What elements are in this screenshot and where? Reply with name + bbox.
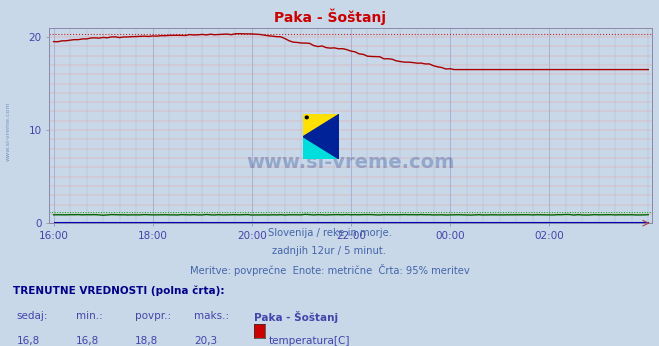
Text: Paka - Šoštanj: Paka - Šoštanj [273,9,386,25]
Text: www.si-vreme.com: www.si-vreme.com [5,102,11,161]
Text: 20,3: 20,3 [194,336,217,346]
Circle shape [305,116,308,119]
Text: Paka - Šoštanj: Paka - Šoštanj [254,311,338,324]
Polygon shape [303,137,339,159]
Text: temperatura[C]: temperatura[C] [268,336,350,346]
Text: sedaj:: sedaj: [16,311,48,321]
Polygon shape [303,114,339,137]
Text: 18,8: 18,8 [135,336,158,346]
Text: 16,8: 16,8 [76,336,99,346]
Text: min.:: min.: [76,311,103,321]
Text: TRENUTNE VREDNOSTI (polna črta):: TRENUTNE VREDNOSTI (polna črta): [13,285,225,296]
Text: maks.:: maks.: [194,311,229,321]
Text: Slovenija / reke in morje.: Slovenija / reke in morje. [268,228,391,238]
Text: Meritve: povprečne  Enote: metrične  Črta: 95% meritev: Meritve: povprečne Enote: metrične Črta:… [190,264,469,276]
Text: 16,8: 16,8 [16,336,40,346]
Text: zadnjih 12ur / 5 minut.: zadnjih 12ur / 5 minut. [273,246,386,256]
Polygon shape [303,114,339,159]
Text: www.si-vreme.com: www.si-vreme.com [246,153,455,172]
Text: povpr.:: povpr.: [135,311,171,321]
